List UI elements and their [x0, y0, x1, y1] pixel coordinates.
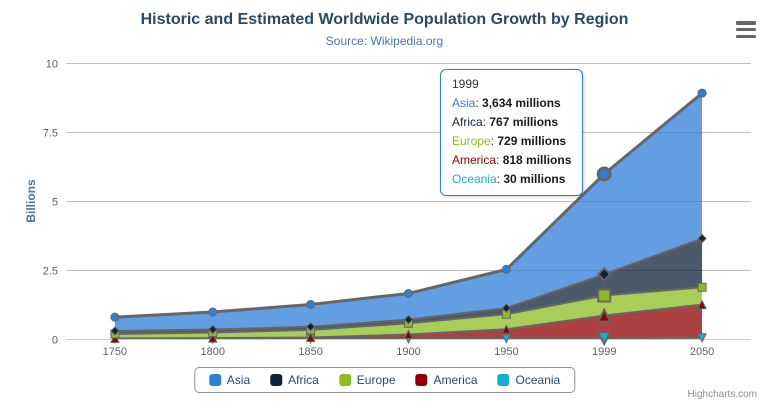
hamburger-menu-icon — [736, 34, 756, 38]
legend-swatch-icon — [270, 374, 283, 386]
data-point-america[interactable] — [501, 324, 512, 334]
data-point-africa[interactable] — [305, 322, 316, 332]
data-point-america[interactable] — [697, 299, 707, 310]
series-markers[interactable] — [110, 88, 707, 347]
svg-text:1950: 1950 — [494, 346, 518, 358]
svg-text:10: 10 — [46, 59, 58, 71]
hamburger-menu-icon — [736, 27, 756, 32]
svg-text:1800: 1800 — [201, 346, 225, 358]
credits-link[interactable]: Highcharts.com — [687, 389, 757, 400]
data-point-america[interactable] — [207, 332, 218, 343]
legend-item-europe[interactable]: Europe — [338, 373, 396, 387]
data-point-africa[interactable] — [403, 314, 414, 325]
data-point-oceania[interactable] — [697, 333, 707, 343]
data-point-africa[interactable] — [501, 303, 512, 313]
data-point-asia[interactable] — [306, 299, 316, 309]
data-point-asia[interactable] — [501, 264, 511, 274]
svg-text:1750: 1750 — [103, 346, 127, 358]
data-point-oceania[interactable] — [501, 334, 512, 344]
legend: Asia Africa Europe America Oceania — [193, 367, 576, 393]
legend-label: Asia — [226, 373, 251, 387]
svg-text:0: 0 — [52, 335, 58, 347]
svg-text:7.5: 7.5 — [43, 128, 58, 140]
data-point-america[interactable] — [596, 307, 612, 323]
legend-swatch-icon — [415, 374, 428, 386]
legend-item-asia[interactable]: Asia — [208, 373, 251, 387]
data-point-asia[interactable] — [110, 312, 120, 322]
data-point-asia[interactable] — [404, 288, 413, 298]
data-point-europe[interactable] — [697, 282, 707, 292]
svg-text:1999: 1999 — [592, 346, 616, 358]
legend-swatch-icon — [338, 374, 351, 386]
data-point-asia[interactable] — [596, 166, 612, 182]
series-areas — [114, 93, 703, 339]
legend-item-america[interactable]: America — [415, 373, 478, 387]
data-point-africa[interactable] — [110, 326, 120, 336]
svg-text:1850: 1850 — [298, 346, 322, 358]
legend-swatch-icon — [208, 374, 221, 386]
legend-item-africa[interactable]: Africa — [270, 373, 319, 387]
hamburger-menu-icon — [736, 21, 756, 25]
legend-item-oceania[interactable]: Oceania — [497, 373, 561, 387]
data-point-asia[interactable] — [697, 88, 707, 98]
legend-label: Oceania — [515, 373, 561, 387]
legend-swatch-icon — [497, 374, 510, 386]
data-point-africa[interactable] — [697, 233, 707, 244]
y-axis-title: Billions — [24, 179, 38, 223]
svg-text:1900: 1900 — [396, 346, 420, 358]
data-point-america[interactable] — [305, 332, 316, 342]
data-point-africa[interactable] — [208, 324, 218, 335]
legend-label: Europe — [356, 373, 396, 387]
export-menu-button[interactable] — [736, 21, 756, 38]
data-point-oceania[interactable] — [596, 331, 612, 347]
data-point-asia[interactable] — [208, 307, 218, 317]
data-point-europe[interactable] — [597, 288, 612, 303]
page-title: Historic and Estimated Worldwide Populat… — [140, 11, 629, 28]
svg-text:2050: 2050 — [690, 346, 714, 358]
svg-text:5: 5 — [52, 197, 58, 209]
legend-label: Africa — [288, 373, 319, 387]
legend-label: America — [433, 373, 478, 387]
axis-labels: 0 2.5 5 7.5 10 1750 1800 1850 1900 1950 1999 2050 — [43, 59, 715, 359]
data-point-africa[interactable] — [596, 266, 612, 282]
data-point-america[interactable] — [403, 329, 414, 340]
svg-text:2.5: 2.5 — [43, 266, 58, 278]
chart-subtitle: Source: Wikipedia.org — [325, 34, 444, 48]
